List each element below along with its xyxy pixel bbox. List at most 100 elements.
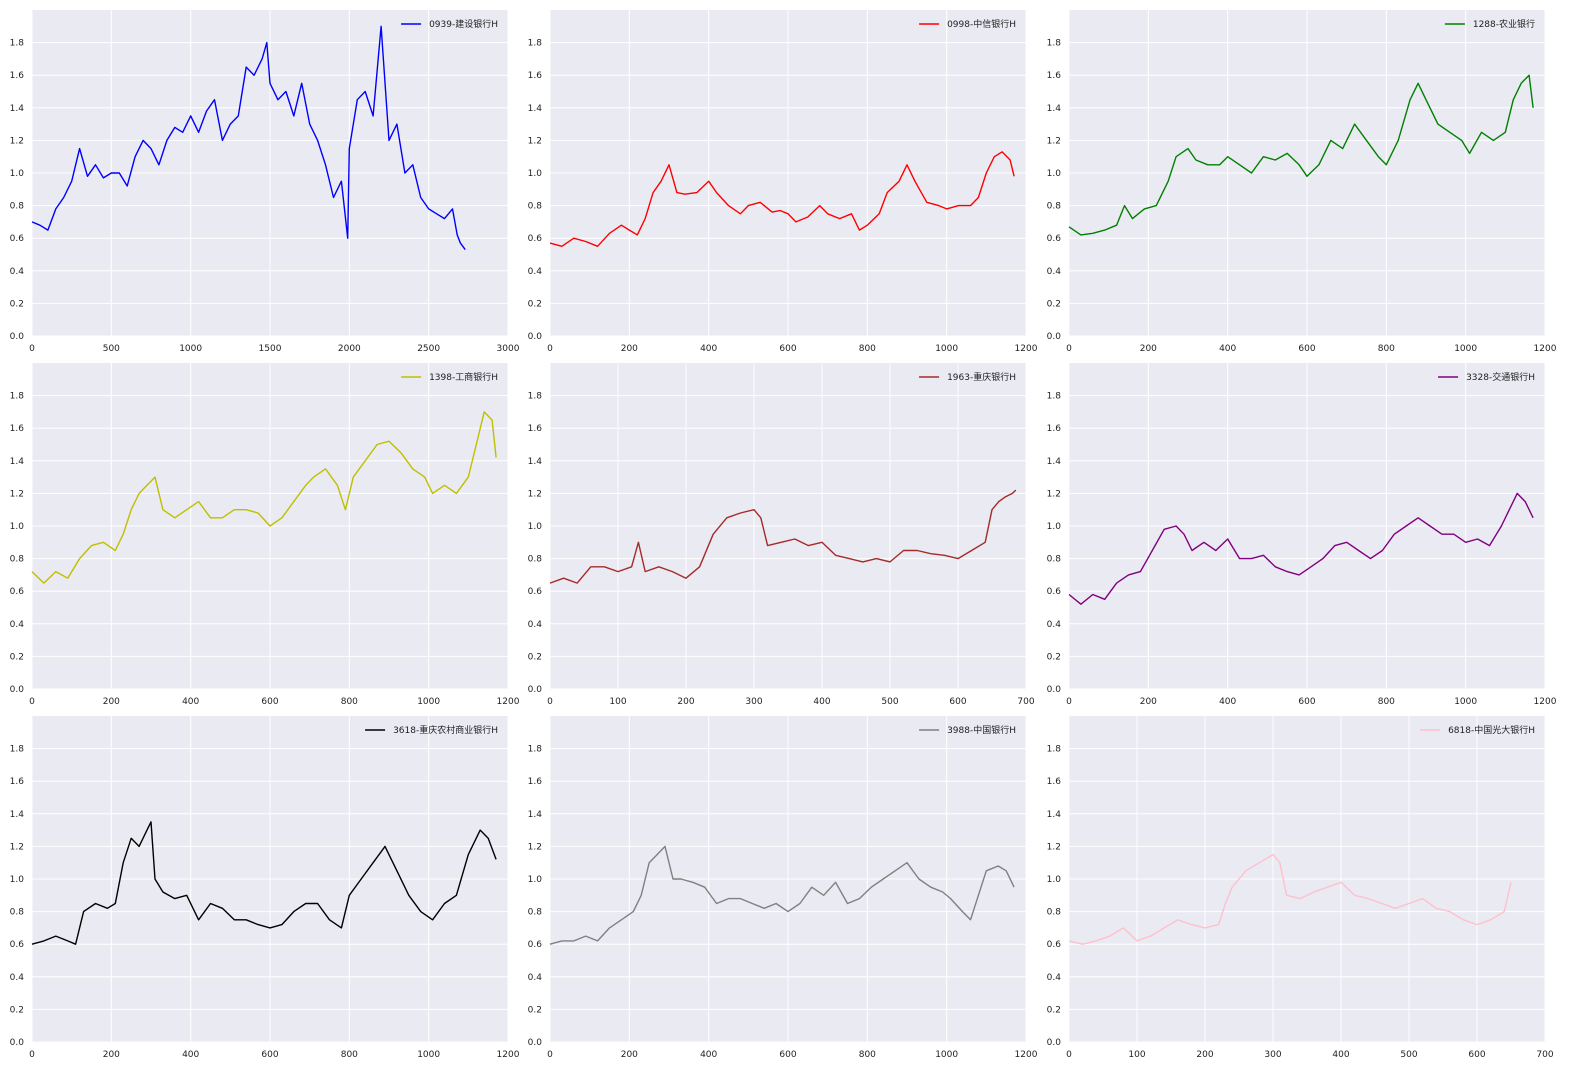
y-tick-label: 0.8 — [10, 202, 25, 212]
x-tick-label: 1500 — [259, 344, 282, 354]
x-tick-label: 400 — [700, 344, 717, 354]
legend-label: 6818-中国光大银行H — [1448, 724, 1535, 736]
x-tick-label: 200 — [1196, 1050, 1213, 1060]
y-tick-label: 1.8 — [1047, 745, 1062, 755]
series-line — [549, 151, 1015, 248]
x-tick-label: 800 — [341, 697, 358, 707]
legend-label: 3618-重庆农村商业银行H — [393, 724, 498, 736]
x-tick-label: 2500 — [417, 344, 440, 354]
y-tick-label: 1.4 — [1047, 104, 1062, 114]
x-tick-label: 500 — [1400, 1050, 1417, 1060]
y-tick-label: 0.2 — [528, 1005, 542, 1015]
y-tick-label: 1.2 — [10, 842, 24, 852]
y-tick-label: 0.4 — [10, 973, 25, 983]
y-tick-label: 1.0 — [10, 169, 25, 179]
y-tick-label: 1.8 — [528, 392, 543, 402]
y-tick-label: 0.0 — [1047, 332, 1062, 342]
legend-label: 1398-工商银行H — [429, 371, 498, 383]
x-tick-label: 600 — [1298, 697, 1315, 707]
y-tick-label: 1.0 — [1047, 522, 1062, 532]
line-chart: 0 200 400 600 800 1000 1200 0.0 0.2 0.4 0.6 0.8 1.0 1… — [10, 363, 520, 707]
x-tick-label: 800 — [1378, 697, 1395, 707]
y-tick-label: 1.6 — [1047, 777, 1062, 787]
x-tick-label: 1200 — [1015, 344, 1038, 354]
y-tick-label: 1.4 — [528, 104, 543, 114]
y-tick-label: 1.0 — [528, 522, 543, 532]
y-tick-label: 1.4 — [528, 810, 543, 820]
y-tick-label: 0.8 — [1047, 908, 1062, 918]
y-tick-label: 1.0 — [1047, 169, 1062, 179]
y-tick-label: 1.8 — [10, 392, 25, 402]
y-tick-label: 0.2 — [1047, 1005, 1061, 1015]
y-tick-label: 1.8 — [1047, 392, 1062, 402]
y-tick-label: 1.6 — [10, 71, 25, 81]
x-tick-label: 500 — [881, 697, 898, 707]
chart-panel: 0 200 400 600 800 1000 1200 0.0 0.2 0.4 0.6 0.8 1.0 1… — [518, 0, 1046, 360]
series-line — [31, 821, 497, 945]
y-tick-label: 0.6 — [1047, 587, 1062, 597]
chart-panel: 0 500 1000 1500 2000 2500 3000 0.0 0.2 0.4 0.6 0.8 1… — [0, 0, 528, 360]
y-tick-label: 0.8 — [528, 555, 543, 565]
y-tick-label: 1.0 — [528, 875, 543, 885]
y-tick-label: 0.0 — [10, 685, 25, 695]
x-tick-label: 200 — [621, 1050, 638, 1060]
series-line — [31, 25, 466, 251]
x-tick-label: 1000 — [417, 697, 440, 707]
y-tick-label: 1.4 — [10, 104, 25, 114]
line-chart: 0 200 400 600 800 1000 1200 0.0 0.2 0.4 0.6 0.8 1.0 1… — [1047, 363, 1557, 707]
y-tick-label: 1.2 — [528, 489, 542, 499]
x-tick-label: 400 — [182, 697, 199, 707]
legend-label: 1963-重庆银行H — [947, 371, 1016, 383]
legend: 0998-中信银行H — [919, 18, 1016, 30]
y-tick-label: 1.6 — [10, 424, 25, 434]
y-tick-label: 1.8 — [1047, 39, 1062, 49]
x-tick-label: 100 — [609, 697, 626, 707]
y-tick-label: 1.0 — [1047, 875, 1062, 885]
line-chart: 0 500 1000 1500 2000 2500 3000 0.0 0.2 0.4 0.6 0.8 1… — [10, 10, 520, 354]
legend-label: 0998-中信银行H — [947, 18, 1016, 30]
y-tick-label: 0.0 — [528, 332, 543, 342]
x-tick-label: 1200 — [497, 697, 520, 707]
x-tick-label: 0 — [547, 344, 553, 354]
x-tick-label: 500 — [103, 344, 120, 354]
legend-label: 1288-农业银行 — [1473, 18, 1535, 30]
x-tick-label: 600 — [1298, 344, 1315, 354]
y-tick-label: 0.8 — [528, 202, 543, 212]
y-tick-label: 0.0 — [528, 685, 543, 695]
y-tick-label: 1.0 — [10, 875, 25, 885]
x-tick-label: 1000 — [417, 1050, 440, 1060]
x-tick-label: 1200 — [1015, 1050, 1038, 1060]
x-tick-label: 600 — [261, 697, 278, 707]
y-tick-label: 1.6 — [10, 777, 25, 787]
y-tick-label: 1.0 — [528, 169, 543, 179]
x-tick-label: 800 — [341, 1050, 358, 1060]
legend-label: 0939-建设银行H — [429, 18, 498, 30]
chart-panel: 0 200 400 600 800 1000 1200 0.0 0.2 0.4 0.6 0.8 1.0 1… — [518, 706, 1046, 1066]
y-tick-label: 0.6 — [10, 587, 25, 597]
x-tick-label: 200 — [103, 1050, 120, 1060]
y-tick-label: 0.4 — [1047, 620, 1062, 630]
x-tick-label: 1000 — [935, 1050, 958, 1060]
y-tick-label: 1.8 — [10, 39, 25, 49]
y-tick-label: 0.2 — [10, 299, 24, 309]
x-tick-label: 600 — [779, 1050, 796, 1060]
x-tick-label: 400 — [182, 1050, 199, 1060]
y-tick-label: 0.2 — [10, 652, 24, 662]
y-tick-label: 1.6 — [528, 71, 543, 81]
legend-label: 3988-中国银行H — [947, 724, 1016, 736]
x-tick-label: 0 — [547, 1050, 553, 1060]
legend: 3328-交通银行H — [1438, 371, 1535, 383]
y-tick-label: 0.6 — [528, 940, 543, 950]
y-tick-label: 1.0 — [10, 522, 25, 532]
legend: 3618-重庆农村商业银行H — [365, 724, 498, 736]
series-line — [1068, 492, 1534, 605]
y-tick-label: 1.2 — [1047, 842, 1061, 852]
y-tick-label: 1.6 — [1047, 71, 1062, 81]
y-tick-label: 0.4 — [1047, 973, 1062, 983]
x-tick-label: 400 — [1332, 1050, 1349, 1060]
chart-panel: 0 200 400 600 800 1000 1200 0.0 0.2 0.4 0.6 0.8 1.0 1… — [1037, 0, 1565, 360]
y-tick-label: 1.8 — [10, 745, 25, 755]
legend: 6818-中国光大银行H — [1420, 724, 1535, 736]
x-tick-label: 600 — [1468, 1050, 1485, 1060]
